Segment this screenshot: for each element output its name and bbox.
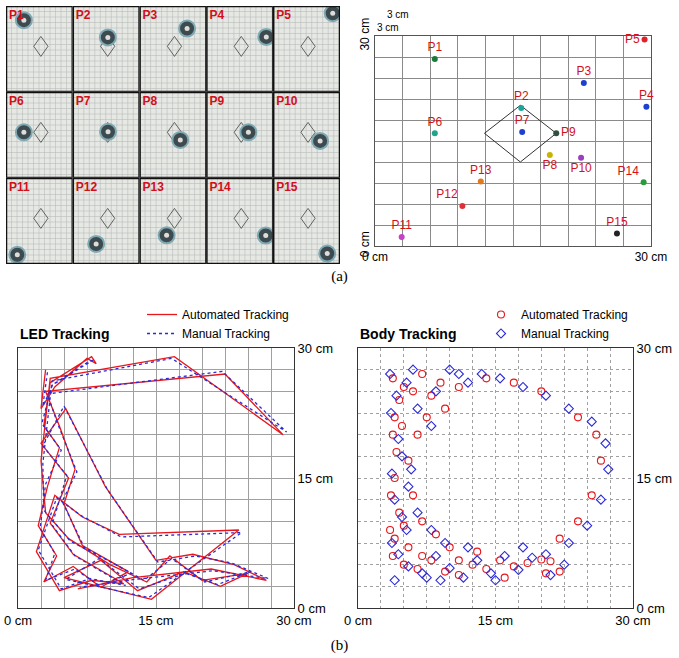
svg-text:P14: P14	[209, 180, 231, 194]
svg-text:3 cm: 3 cm	[387, 9, 409, 20]
svg-text:P6: P6	[9, 94, 24, 108]
svg-text:P9: P9	[209, 94, 224, 108]
svg-text:P2: P2	[514, 89, 529, 103]
svg-text:30 cm: 30 cm	[635, 250, 668, 264]
svg-text:P7: P7	[76, 94, 91, 108]
svg-text:P10: P10	[570, 161, 592, 175]
svg-text:P10: P10	[276, 94, 298, 108]
svg-text:P12: P12	[76, 180, 98, 194]
svg-text:30 cm: 30 cm	[637, 341, 672, 356]
svg-text:0 cm: 0 cm	[637, 601, 665, 616]
svg-text:P9: P9	[561, 125, 576, 139]
svg-text:0 cm: 0 cm	[344, 613, 372, 628]
svg-text:P5: P5	[276, 8, 291, 22]
svg-text:P12: P12	[436, 187, 458, 201]
svg-text:15 cm: 15 cm	[138, 613, 173, 628]
svg-text:P4: P4	[639, 88, 654, 102]
svg-text:P15: P15	[606, 215, 628, 229]
svg-text:P3: P3	[143, 8, 158, 22]
html-text:(b): (b)	[330, 637, 349, 653]
svg-text:Manual Tracking: Manual Tracking	[182, 327, 270, 341]
svg-text:30 cm: 30 cm	[358, 18, 372, 51]
svg-text:Manual Tracking: Manual Tracking	[521, 327, 609, 341]
svg-text:Body Tracking: Body Tracking	[360, 326, 456, 342]
svg-text:P13: P13	[143, 180, 165, 194]
svg-text:Automated Tracking: Automated Tracking	[182, 308, 289, 322]
svg-text:P13: P13	[470, 163, 492, 177]
svg-text:Automated Tracking: Automated Tracking	[521, 308, 628, 322]
svg-text:P8: P8	[542, 158, 557, 172]
svg-text:P11: P11	[9, 180, 30, 194]
svg-text:0 cm: 0 cm	[358, 231, 372, 257]
svg-text:P4: P4	[209, 8, 224, 22]
svg-text:30 cm: 30 cm	[276, 613, 311, 628]
svg-text:P1: P1	[9, 8, 24, 22]
svg-text:P2: P2	[76, 8, 91, 22]
svg-text:0 cm: 0 cm	[298, 601, 326, 616]
svg-text:3 cm: 3 cm	[377, 22, 399, 33]
svg-text:LED Tracking: LED Tracking	[20, 326, 109, 342]
svg-text:0 cm: 0 cm	[4, 613, 32, 628]
svg-text:15 cm: 15 cm	[637, 471, 672, 486]
svg-text:P7: P7	[515, 113, 530, 127]
svg-text:15 cm: 15 cm	[298, 471, 333, 486]
svg-text:P8: P8	[143, 94, 158, 108]
svg-text:0 cm: 0 cm	[362, 250, 388, 264]
svg-text:P15: P15	[276, 180, 298, 194]
svg-text:30 cm: 30 cm	[615, 613, 650, 628]
svg-text:P6: P6	[427, 115, 442, 129]
svg-text:30 cm: 30 cm	[298, 341, 333, 356]
svg-text:P14: P14	[618, 164, 640, 178]
svg-text:P5: P5	[625, 32, 640, 46]
svg-text:P1: P1	[427, 40, 442, 54]
html-text:(a): (a)	[331, 268, 348, 284]
svg-text:P3: P3	[576, 64, 591, 78]
svg-text:15 cm: 15 cm	[478, 613, 513, 628]
svg-text:P11: P11	[391, 218, 412, 232]
